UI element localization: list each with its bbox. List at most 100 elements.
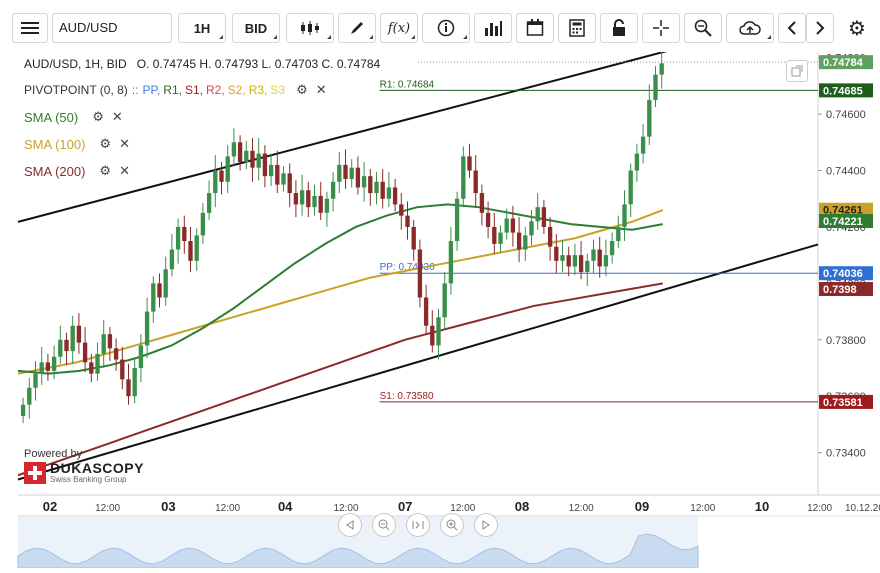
zoom-out-button[interactable] xyxy=(372,513,396,537)
candle-body xyxy=(237,142,243,163)
gear-icon[interactable]: ⚙ xyxy=(296,82,308,97)
candle-body xyxy=(529,221,534,236)
cloud-button[interactable] xyxy=(726,13,774,43)
candle-body xyxy=(454,198,460,242)
candle-body xyxy=(504,218,509,233)
nav-left-button[interactable] xyxy=(338,513,362,537)
x-tick-label: 12:00 xyxy=(333,503,358,514)
price-tag-bg xyxy=(819,282,873,297)
cloud-upload-icon xyxy=(739,21,761,35)
calculator-button[interactable] xyxy=(558,13,596,43)
candle-body xyxy=(306,190,311,208)
nav-right-button[interactable] xyxy=(474,513,498,537)
candle-body xyxy=(510,218,516,233)
reset-zoom-button[interactable] xyxy=(406,513,430,537)
candle-body xyxy=(609,241,615,256)
timeframe-button[interactable]: 1H xyxy=(178,13,226,43)
candle-body xyxy=(299,190,305,205)
x-tick-label: 09 xyxy=(635,499,649,514)
candle-body xyxy=(33,373,38,388)
lock-icon xyxy=(613,19,625,36)
info-button[interactable] xyxy=(422,13,470,43)
pivot-tag-label: 0.74685 xyxy=(823,85,863,97)
candle-body xyxy=(293,193,299,205)
price-type-button[interactable]: BID xyxy=(232,13,280,43)
draw-tool-button[interactable] xyxy=(338,13,376,43)
candle-body xyxy=(442,283,447,318)
candle-body xyxy=(45,362,51,371)
expand-button[interactable] xyxy=(786,60,808,82)
candle-body xyxy=(653,74,658,100)
candle-body xyxy=(355,167,361,188)
crosshair-button[interactable] xyxy=(642,13,680,43)
x-tick-label: 10 xyxy=(755,499,769,514)
candle-body xyxy=(647,99,652,137)
candle-body xyxy=(535,207,540,222)
pivot-tag-label: 0.73581 xyxy=(823,397,863,409)
volume-button[interactable] xyxy=(474,13,512,43)
candle-body xyxy=(275,164,280,185)
triangle-right-icon xyxy=(482,520,490,530)
close-icon[interactable]: ✕ xyxy=(111,109,123,124)
gear-icon[interactable]: ⚙ xyxy=(92,109,104,124)
price-type-label: BID xyxy=(244,20,268,36)
candle-body xyxy=(523,235,528,250)
calendar-icon xyxy=(526,19,544,36)
candle-body xyxy=(107,334,113,349)
zoom-in-button[interactable] xyxy=(440,513,464,537)
branding: Powered by DUKASCOPY Swiss Banking Group xyxy=(24,448,144,484)
zoom-button[interactable] xyxy=(684,13,722,43)
y-tick-label: 0.73400 xyxy=(826,448,866,460)
candle-body xyxy=(616,226,621,242)
gear-icon[interactable]: ⚙ xyxy=(99,163,112,178)
sma-label: SMA (50) xyxy=(24,109,79,125)
close-icon[interactable]: ✕ xyxy=(119,136,130,151)
pivot-item-4: S2, xyxy=(227,83,246,97)
candle-body xyxy=(27,387,32,405)
candle-body xyxy=(541,207,547,227)
candle-body xyxy=(591,249,596,261)
candle-body xyxy=(479,193,485,213)
ohlc-text: AUD/USD, 1H, BID O. 0.74745 H. 0.74793 L… xyxy=(24,57,381,71)
candle-body xyxy=(268,164,274,177)
candle-body xyxy=(200,212,206,236)
navigator-area xyxy=(17,533,699,569)
candle-body xyxy=(405,215,410,227)
triangle-left-icon xyxy=(346,520,354,530)
price-tag-label: 0.74784 xyxy=(823,57,864,69)
price-chart[interactable]: 0.734000.736000.738000.740000.742000.744… xyxy=(0,43,880,569)
candle-body xyxy=(262,153,268,177)
candle-body xyxy=(157,283,162,298)
scroll-right-button[interactable] xyxy=(806,13,834,43)
pivot-name: PIVOTPOINT (0, 8) xyxy=(24,83,128,97)
candle-body xyxy=(392,187,398,205)
x-tick-label: 04 xyxy=(278,499,293,514)
candle-body xyxy=(430,325,435,346)
zoom-in-icon xyxy=(446,519,458,531)
navigator-strip[interactable] xyxy=(17,515,880,569)
indicators-button[interactable]: f(x) xyxy=(380,13,418,43)
candle-body xyxy=(374,181,379,194)
fx-label: f(x) xyxy=(387,20,411,36)
candle-body xyxy=(244,150,249,163)
gear-icon[interactable]: ⚙ xyxy=(99,136,112,151)
scroll-left-button[interactable] xyxy=(778,13,806,43)
symbol-input[interactable]: AUD/USD xyxy=(52,13,172,43)
candle-body xyxy=(330,181,336,199)
sma-legend-row: SMA (50) ⚙ ✕ xyxy=(24,109,123,125)
candle-body xyxy=(64,339,69,352)
close-icon[interactable]: ✕ xyxy=(119,163,130,178)
powered-by-text: Powered by xyxy=(24,448,83,460)
lock-button[interactable] xyxy=(600,13,638,43)
settings-button[interactable]: ⚙ xyxy=(842,13,872,43)
candle-body xyxy=(467,156,472,171)
close-icon[interactable]: ✕ xyxy=(315,82,327,97)
calculator-icon xyxy=(569,19,585,37)
chart-type-button[interactable] xyxy=(286,13,334,43)
menu-button[interactable] xyxy=(12,13,48,43)
candle-body xyxy=(89,362,94,374)
chart-area[interactable]: 0.734000.736000.738000.740000.742000.744… xyxy=(0,43,880,569)
candle-body xyxy=(256,153,261,168)
calendar-button[interactable] xyxy=(516,13,554,43)
candle-body xyxy=(132,368,137,397)
